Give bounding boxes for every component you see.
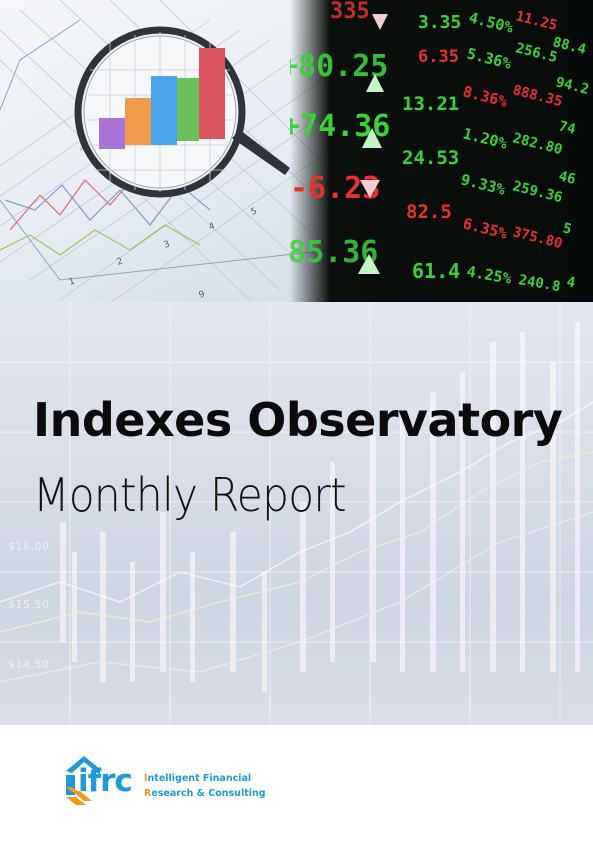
svg-text:+80.25: +80.25 [290, 49, 388, 84]
svg-text:3.35: 3.35 [418, 12, 461, 33]
svg-text:61.4: 61.4 [412, 259, 460, 283]
cover-banner-image: 1 2 3 4 5 9 335 3.35 4.50% 11.25 [0, 0, 593, 302]
svg-text:335: 335 [330, 0, 370, 24]
svg-text:46: 46 [557, 168, 577, 188]
svg-text:82.5: 82.5 [406, 201, 452, 223]
report-title: Indexes Observatory [33, 392, 563, 447]
tagline-line-1: Intelligent Financial [144, 773, 252, 784]
stock-ticker-board: 335 3.35 4.50% 11.25 +80.25 6.35 5.36% 2… [290, 0, 593, 302]
chart-background: $16.00 $15.50 $14.50 [0, 302, 593, 725]
svg-text:88.4: 88.4 [551, 34, 588, 58]
svg-text:4.50%: 4.50% [467, 8, 515, 36]
svg-text:259.36: 259.36 [511, 178, 564, 206]
price-label: $16.00 [8, 540, 50, 553]
svg-text:11.25: 11.25 [514, 8, 559, 34]
svg-text:5.36%: 5.36% [465, 44, 513, 72]
ticker-board-illustration: 335 3.35 4.50% 11.25 +80.25 6.35 5.36% 2… [290, 0, 591, 295]
svg-text:74: 74 [557, 118, 577, 138]
svg-text:94.2: 94.2 [554, 74, 591, 98]
svg-text:6.35%: 6.35% [461, 214, 509, 242]
report-subtitle: Monthly Report [33, 468, 347, 523]
svg-text:3: 3 [163, 239, 172, 250]
tagline-line-2: Research & Consulting [144, 788, 266, 799]
svg-text:240.8: 240.8 [517, 272, 561, 295]
company-logo: ifrc Intelligent Financial Research & Co… [64, 753, 266, 813]
analysis-paper-graphic: 1 2 3 4 5 9 [0, 0, 330, 302]
svg-text:1: 1 [68, 276, 77, 287]
graph-paper-illustration: 1 2 3 4 5 9 [0, 0, 330, 302]
svg-text:9.33%: 9.33% [459, 170, 507, 198]
svg-text:24.53: 24.53 [402, 147, 459, 169]
svg-text:1.20%: 1.20% [461, 124, 509, 152]
svg-text:4.25%: 4.25% [465, 262, 513, 288]
svg-text:4: 4 [208, 221, 217, 232]
svg-text:13.21: 13.21 [402, 93, 459, 115]
svg-text:5: 5 [250, 206, 259, 217]
house-logo-icon [66, 756, 100, 805]
svg-text:9: 9 [198, 289, 207, 300]
svg-text:282.80: 282.80 [511, 130, 564, 158]
cover-footer [0, 725, 593, 844]
price-label: $14.50 [8, 658, 50, 671]
svg-text:8.36%: 8.36% [461, 82, 509, 110]
svg-text:4: 4 [565, 274, 576, 291]
faded-stock-chart-illustration [0, 302, 593, 725]
svg-text:375.80: 375.80 [511, 224, 564, 252]
price-label: $15.50 [8, 598, 50, 611]
svg-text:5: 5 [561, 220, 573, 238]
logo-wordmark: ifrc [78, 763, 133, 799]
svg-text:6.35: 6.35 [418, 47, 459, 67]
logo-tagline: Intelligent Financial Research & Consult… [144, 771, 266, 801]
svg-text:2: 2 [116, 256, 125, 267]
